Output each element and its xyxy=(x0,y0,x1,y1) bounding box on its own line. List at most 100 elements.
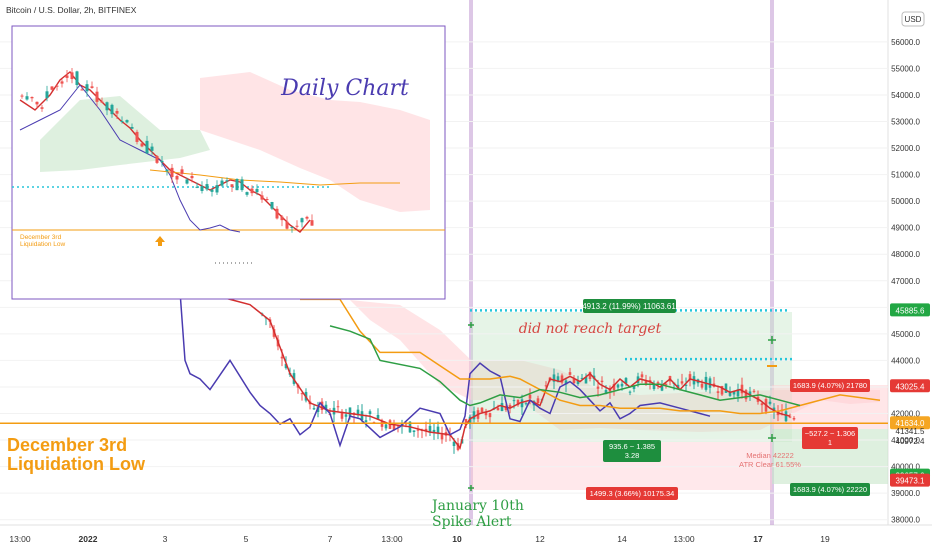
candle-body xyxy=(392,423,396,431)
inset-candle-body xyxy=(185,179,189,184)
candle-body xyxy=(488,413,492,418)
candle-body xyxy=(740,384,744,394)
inset-candle-body xyxy=(165,169,169,172)
box-left-label-line1: 935.6 ~ 1.385 xyxy=(609,442,655,451)
candle-body xyxy=(524,403,528,405)
inset-candle-body xyxy=(195,186,199,188)
daily-chart-inset: Daily Chart December 3rd Liquidation Low xyxy=(11,25,446,300)
did-not-reach-target-note: did not reach target xyxy=(519,321,662,337)
candle-body xyxy=(284,363,288,369)
candle-body xyxy=(496,407,500,411)
inset-candle-body xyxy=(295,225,299,227)
candle-body xyxy=(428,425,432,433)
x-tick-label: 12 xyxy=(535,534,545,544)
inset-candle-body xyxy=(170,167,174,178)
inset-candle-body xyxy=(25,96,29,100)
short-box-mid-label-line1: ~527.2 ~ 1.306 xyxy=(805,429,855,438)
inset-candle-body xyxy=(260,195,264,200)
candle-body xyxy=(520,399,524,408)
spike-alert-label: Spike Alert xyxy=(432,514,512,530)
inset-candle-body xyxy=(100,101,104,103)
inset-candle-body xyxy=(265,199,269,201)
candle-body xyxy=(412,430,416,433)
x-tick-label: 2022 xyxy=(79,534,98,544)
candle-body xyxy=(720,385,724,395)
inset-candle-body xyxy=(190,175,194,179)
price-tag-bg xyxy=(890,473,930,487)
short-box-bottom-label: 1683.9 (4.07%) 22220 xyxy=(793,485,867,494)
inset-candle-body xyxy=(240,179,244,191)
indicator-lines xyxy=(129,274,881,450)
inset-candle-body xyxy=(210,189,214,192)
box-bottom-label: 1499.3 (3.66%) 10175.34 xyxy=(590,489,675,498)
currency-badge[interactable] xyxy=(901,11,925,27)
candle-body xyxy=(344,414,348,417)
candle-body xyxy=(644,381,648,384)
candle-body xyxy=(736,389,740,397)
candle-body xyxy=(684,384,688,386)
candle-body xyxy=(368,411,372,415)
y-tick-label: 47000.0 xyxy=(891,277,920,286)
x-tick-label: 10 xyxy=(452,534,462,544)
time-axis[interactable]: 13:00 2022 3 5 7 13:00 10 12 14 13:00 17 19 xyxy=(9,534,830,544)
candle-body xyxy=(688,374,692,381)
inset-candle-body xyxy=(40,107,44,109)
candle-body xyxy=(472,411,476,420)
candle-body xyxy=(564,380,568,385)
candle-body xyxy=(536,398,540,404)
candle-body xyxy=(748,391,752,395)
inset-candle-body xyxy=(285,221,289,229)
candle-body xyxy=(544,385,548,387)
candle-body xyxy=(480,407,484,413)
candle-body xyxy=(732,391,736,395)
y-tick-label: 54000.0 xyxy=(891,91,920,100)
candle-body xyxy=(612,384,616,391)
y-tick-label: 42000.0 xyxy=(891,410,920,419)
box-top-label-bg xyxy=(583,299,676,313)
candle-body xyxy=(716,391,720,393)
inset-candle-body xyxy=(180,169,184,174)
january-10th-label: January 10th xyxy=(430,498,524,514)
box-left-label-bg xyxy=(603,440,661,462)
candle-body xyxy=(660,385,664,391)
inset-candle-body xyxy=(225,180,229,182)
candle-body xyxy=(624,377,628,384)
candle-body xyxy=(680,381,684,384)
candle-body xyxy=(584,377,588,384)
candle-body xyxy=(484,412,488,416)
y-tick-label: 50000.0 xyxy=(891,197,920,206)
candle-body xyxy=(760,403,764,406)
short-box-bottom-label-bg xyxy=(790,483,870,496)
median-note-line1: Median 42222 xyxy=(746,451,794,460)
price-tag: 41634.0 xyxy=(896,419,925,428)
inset-candle-body xyxy=(305,216,309,219)
candle-body xyxy=(516,399,520,406)
y-tick-label: 48000.0 xyxy=(891,250,920,259)
y-tick-label: 38000.0 xyxy=(891,516,920,525)
y-tick-label: 56000.0 xyxy=(891,38,920,47)
inset-candle-body xyxy=(205,184,209,190)
inset-candle-body xyxy=(95,91,99,102)
y-tick-label: 39000.0 xyxy=(891,489,920,498)
candle-body xyxy=(340,411,344,419)
inset-candle-body xyxy=(125,120,129,123)
candle-body xyxy=(596,386,600,389)
candle-body xyxy=(416,429,420,431)
inset-cloud-green xyxy=(40,96,210,172)
candle-body xyxy=(456,443,460,450)
candle-body xyxy=(316,407,320,413)
inset-candle-body xyxy=(45,91,49,99)
candle-body xyxy=(784,411,788,422)
candle-body xyxy=(556,376,560,382)
candle-body xyxy=(656,382,660,384)
inset-candle-body xyxy=(250,188,254,194)
series-line-2 xyxy=(300,298,881,415)
candle-body xyxy=(744,390,748,400)
inset-candle-body xyxy=(55,85,59,87)
x-tick-label: 7 xyxy=(328,534,333,544)
y-tick-label: 45000.0 xyxy=(891,330,920,339)
inset-candle-body xyxy=(235,178,239,191)
median-note-line2: ATR Clear 61.55% xyxy=(739,460,801,469)
candle-body xyxy=(528,394,532,399)
